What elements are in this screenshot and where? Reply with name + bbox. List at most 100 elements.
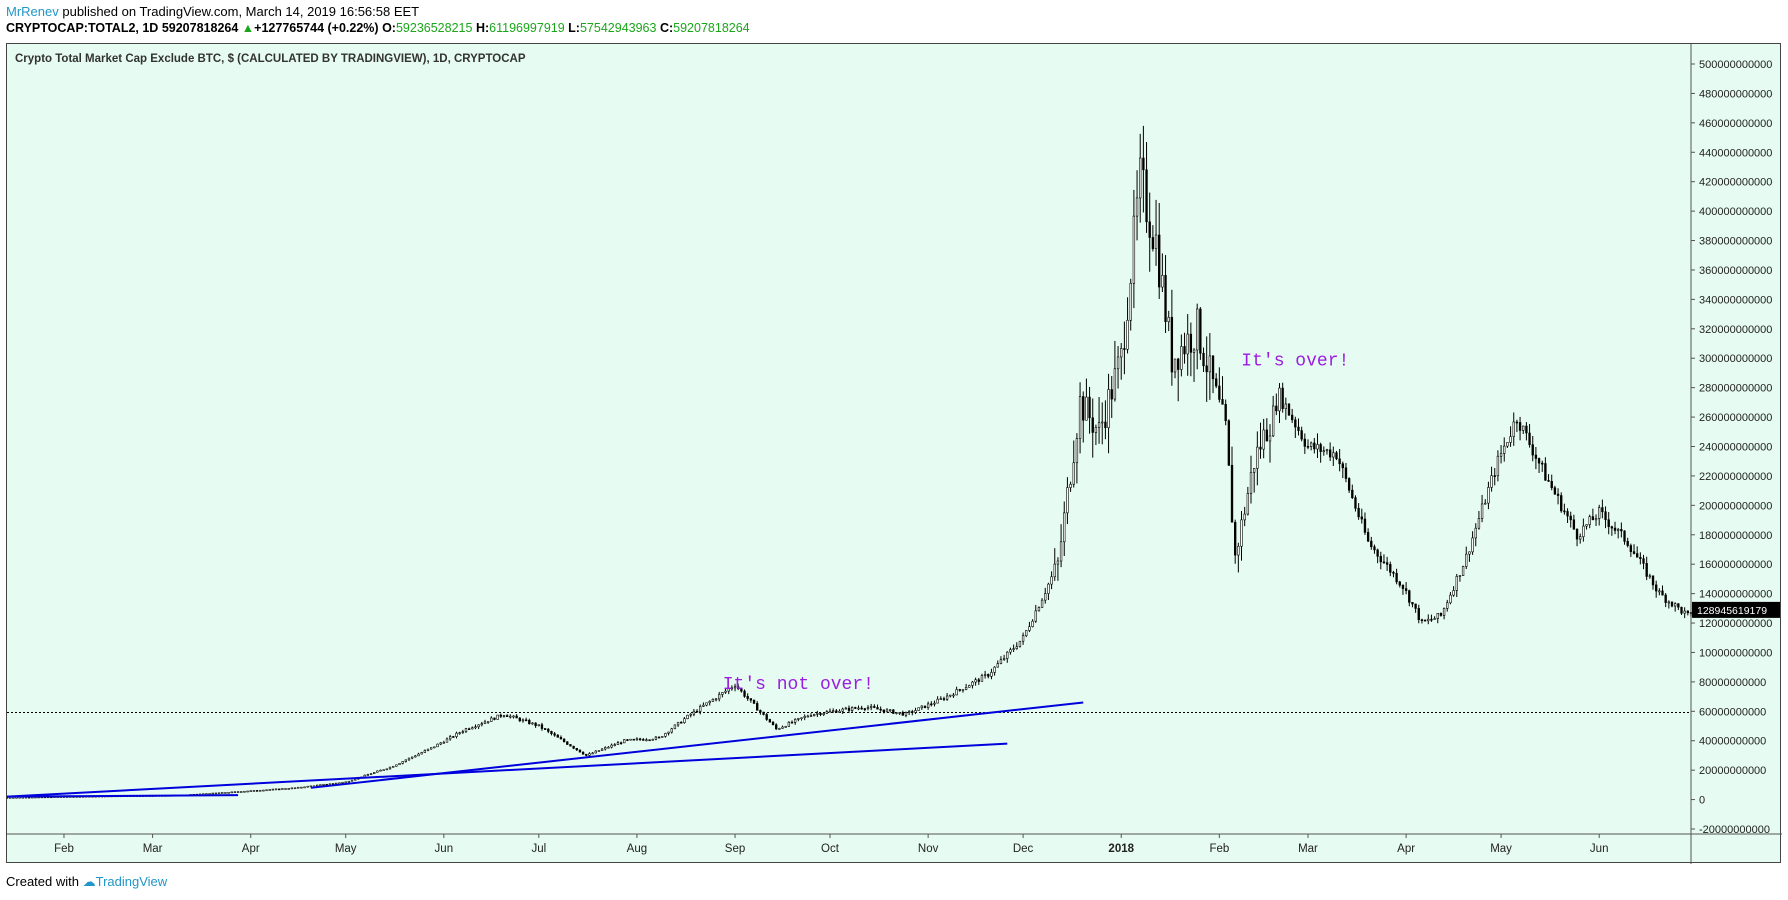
candle-body xyxy=(1452,590,1455,596)
candle-body xyxy=(939,698,942,700)
tradingview-logo-icon[interactable]: ☁ xyxy=(82,874,96,889)
candle-body xyxy=(1034,610,1037,622)
candle-body xyxy=(575,747,578,751)
candle-body xyxy=(1493,475,1496,477)
candle-body xyxy=(1335,452,1338,460)
candle-body xyxy=(964,687,968,690)
candle-body xyxy=(1015,646,1018,649)
candle-body xyxy=(1309,442,1313,447)
candle-body xyxy=(1680,606,1683,614)
candle-body xyxy=(1319,444,1322,452)
candle-body xyxy=(724,690,727,693)
candle-body xyxy=(287,788,290,790)
candle-body xyxy=(1249,471,1253,494)
candle-body xyxy=(863,708,866,710)
candle-body xyxy=(1439,612,1443,616)
candle-body xyxy=(1550,481,1553,489)
candle-body xyxy=(854,707,857,709)
candle-body xyxy=(1142,157,1145,171)
candle-body xyxy=(1224,404,1227,422)
y-tick-label: 380000000000 xyxy=(1699,236,1772,248)
candle-body xyxy=(949,694,952,697)
candle-body xyxy=(1328,449,1332,458)
change-value: +127765744 (+0.22%) xyxy=(254,21,379,35)
candle-body xyxy=(1227,420,1231,466)
last-price: 59207818264 xyxy=(161,21,239,35)
candle-body xyxy=(1588,516,1591,525)
y-tick-label: 180000000000 xyxy=(1699,530,1772,542)
candle-body xyxy=(879,708,882,711)
candle-body xyxy=(1347,478,1351,491)
candle-body xyxy=(667,731,670,734)
y-tick-label: 280000000000 xyxy=(1699,383,1772,395)
candle-body xyxy=(676,721,680,726)
candle-body xyxy=(1392,571,1395,574)
candle-body xyxy=(1480,503,1484,519)
candle-body xyxy=(740,688,743,692)
candle-body xyxy=(1404,588,1408,591)
candle-body xyxy=(594,750,597,754)
candle-body xyxy=(1465,553,1468,567)
candle-body xyxy=(1123,348,1126,350)
candle-body xyxy=(1313,442,1316,450)
candle-body xyxy=(1094,427,1098,433)
candle-body xyxy=(1234,521,1237,556)
y-tick-label: 340000000000 xyxy=(1699,294,1772,306)
candlestick-chart[interactable]: Crypto Total Market Cap Exclude BTC, $ (… xyxy=(7,44,1782,864)
candle-body xyxy=(651,738,654,741)
candle-body xyxy=(1196,308,1199,351)
candle-body xyxy=(1151,237,1155,250)
candle-body xyxy=(224,792,227,794)
candle-body xyxy=(661,736,664,738)
candle-body xyxy=(442,741,445,744)
candle-body xyxy=(888,709,892,712)
candle-body xyxy=(768,719,772,723)
candle-body xyxy=(1651,575,1655,586)
candle-body xyxy=(1537,458,1541,464)
candle-body xyxy=(822,713,825,715)
candle-body xyxy=(892,709,895,714)
publish-info: MrRenev published on TradingView.com, Ma… xyxy=(6,4,419,19)
candle-body xyxy=(7,797,9,799)
candle-body xyxy=(1205,365,1208,373)
candle-body xyxy=(898,712,901,714)
candle-body xyxy=(420,752,423,755)
candle-body xyxy=(600,748,604,751)
created-with-label: Created with xyxy=(6,874,79,889)
tradingview-link[interactable]: TradingView xyxy=(95,874,168,889)
candle-body xyxy=(1401,584,1405,589)
candle-body xyxy=(911,711,914,713)
candle-body xyxy=(926,703,930,709)
candle-body xyxy=(502,715,506,717)
candle-body xyxy=(670,728,673,733)
candle-body xyxy=(366,774,370,776)
candle-body xyxy=(433,746,436,749)
chart-area[interactable]: Crypto Total Market Cap Exclude BTC, $ (… xyxy=(6,43,1782,864)
candle-body xyxy=(1357,507,1360,518)
candle-body xyxy=(569,744,572,747)
candle-body xyxy=(578,749,582,753)
candle-body xyxy=(1556,493,1560,496)
candle-body xyxy=(1569,515,1572,521)
candle-body xyxy=(616,742,620,745)
candle-body xyxy=(841,708,844,712)
candle-body xyxy=(398,763,401,766)
candle-body xyxy=(423,750,427,753)
candle-body xyxy=(1534,454,1538,459)
x-tick-label: Mar xyxy=(143,843,163,855)
candle-body xyxy=(297,786,300,789)
candle-body xyxy=(1689,612,1693,614)
candle-body xyxy=(1655,584,1658,592)
candle-body xyxy=(885,709,889,713)
candle-body xyxy=(610,744,613,748)
candle-body xyxy=(543,728,547,730)
candle-body xyxy=(1490,475,1493,488)
candle-body xyxy=(486,721,490,723)
author-link[interactable]: MrRenev xyxy=(6,4,59,19)
candle-body xyxy=(1547,480,1550,482)
candle-body xyxy=(436,743,439,748)
candle-body xyxy=(477,724,480,728)
candle-body xyxy=(588,753,591,756)
candle-body xyxy=(1626,541,1629,546)
candle-body xyxy=(319,784,322,786)
